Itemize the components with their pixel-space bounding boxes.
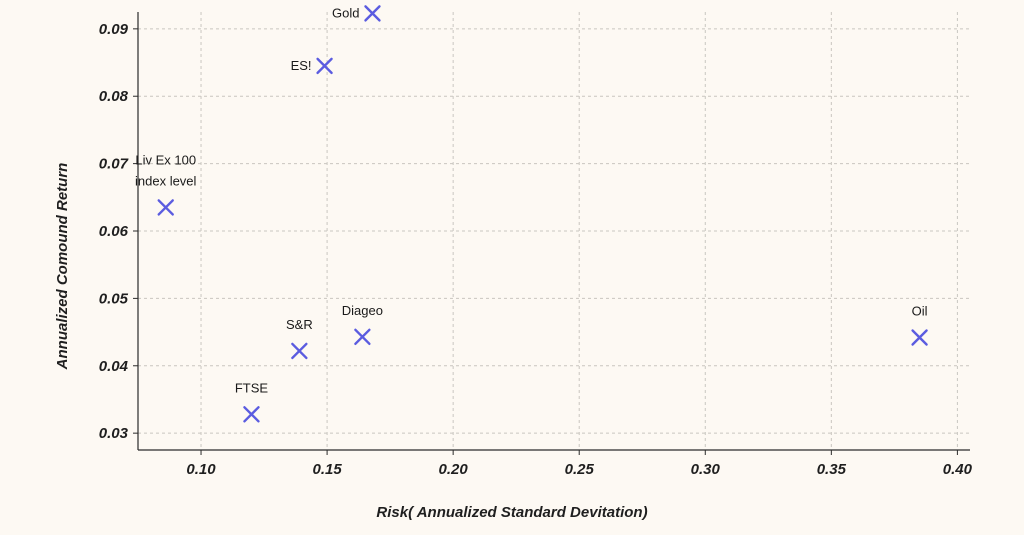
data-point-marker <box>364 5 381 22</box>
y-tick-label: 0.05 <box>99 290 129 307</box>
x-tick-label: 0.40 <box>943 461 973 478</box>
x-axis-title: Risk( Annualized Standard Devitation) <box>376 504 647 521</box>
y-tick-label: 0.07 <box>99 156 129 173</box>
data-point-label: ES! <box>291 58 312 73</box>
data-point-label: S&R <box>286 317 313 332</box>
x-tick-label: 0.10 <box>186 461 216 478</box>
data-point-label: Diageo <box>342 303 383 318</box>
data-point-marker <box>316 57 333 75</box>
y-tick-label: 0.06 <box>99 223 129 240</box>
data-points: Gold ES! Liv Ex 100 index level S&R Diageo FTS… <box>135 5 928 423</box>
x-tick-label: 0.20 <box>439 461 469 478</box>
y-axis-title: Annualized Comound Return <box>54 163 71 371</box>
data-point-label: Liv Ex 100 <box>135 152 196 167</box>
x-tick-label: 0.15 <box>312 461 342 478</box>
y-tick-label: 0.09 <box>99 21 129 38</box>
grid-lines <box>138 12 970 450</box>
x-tick-label: 0.30 <box>691 461 721 478</box>
data-point-label: Gold <box>332 5 359 20</box>
data-point-marker <box>157 199 174 216</box>
y-tick-label: 0.08 <box>99 88 129 105</box>
x-tick-label: 0.25 <box>565 461 595 478</box>
data-point-marker <box>354 328 371 345</box>
data-point-label: index level <box>135 173 197 188</box>
data-point-label: FTSE <box>235 380 269 395</box>
y-axis-ticks: 0.03 0.04 0.05 0.06 0.07 0.08 0.09 <box>99 21 138 442</box>
y-tick-label: 0.04 <box>99 358 129 375</box>
data-point-label: Oil <box>912 303 928 318</box>
data-point-marker <box>291 342 308 360</box>
data-point-marker <box>911 329 928 346</box>
x-axis-ticks: 0.10 0.15 0.20 0.25 0.30 0.35 0.40 <box>186 450 973 478</box>
data-point-marker <box>243 406 260 423</box>
x-tick-label: 0.35 <box>817 461 847 478</box>
y-tick-label: 0.03 <box>99 425 129 442</box>
